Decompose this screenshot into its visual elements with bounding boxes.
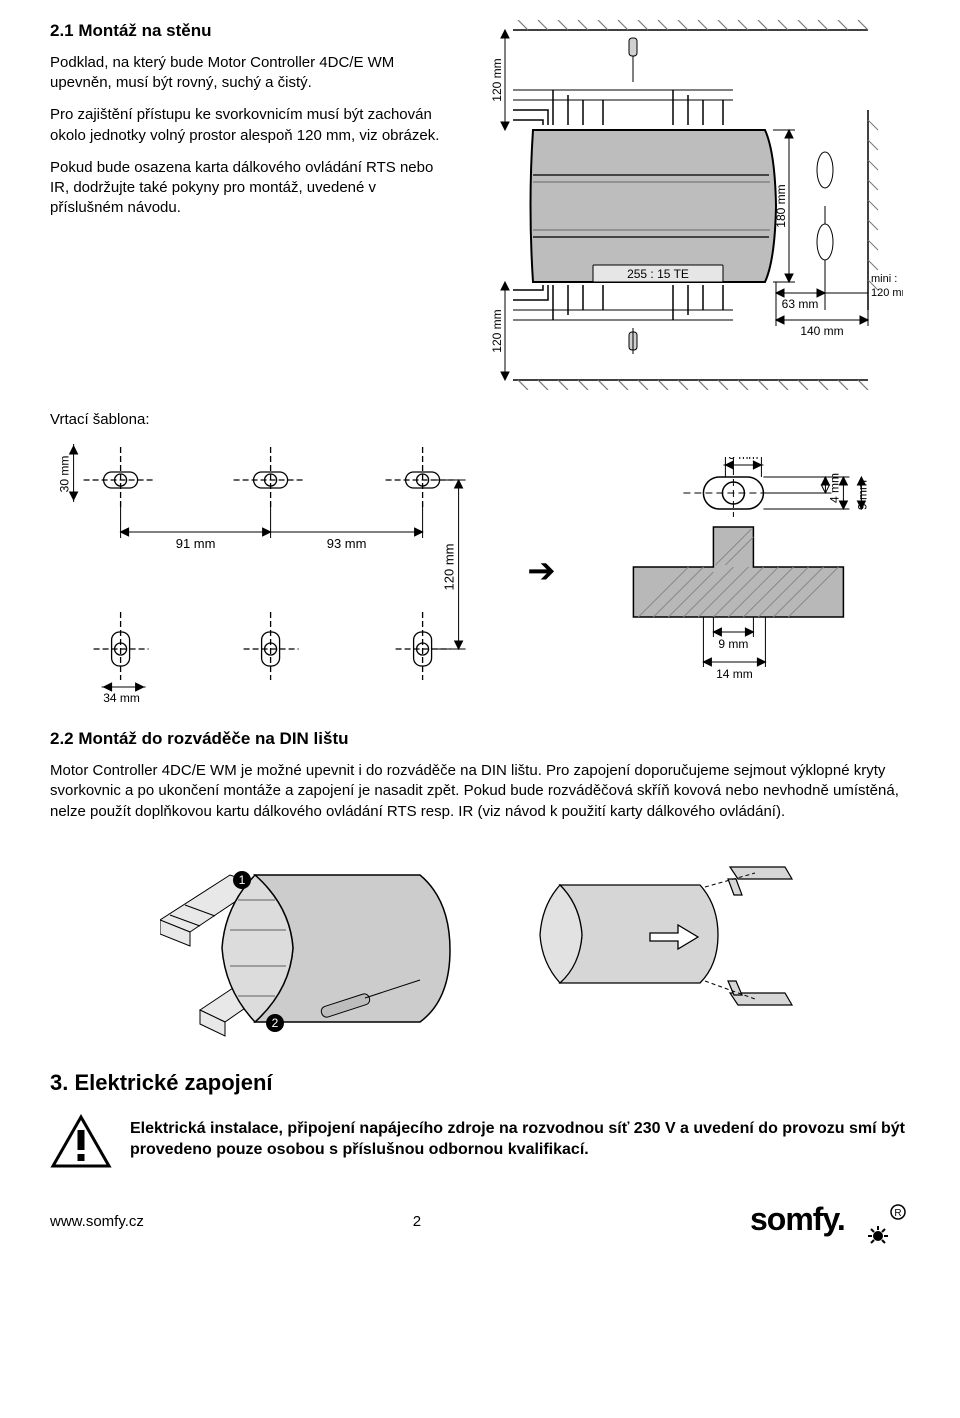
dim-4mm: 4 mm: [828, 473, 842, 503]
footer-page: 2: [84, 1212, 750, 1232]
dim-30mm: 30 mm: [58, 456, 72, 493]
somfy-logo: somfy. R: [750, 1200, 910, 1244]
template-label: Vrtací šablona:: [50, 410, 910, 430]
drill-template-main: 30 mm 91 mm 93 mm 120 mm: [50, 442, 497, 702]
dim-93: 93 mm: [327, 536, 367, 551]
dim-clearance-bottom: 120 mm: [490, 309, 504, 352]
section-2-1-p2: Pro zajištění přístupu ke svorkovnicím m…: [50, 105, 446, 146]
svg-text:somfy.: somfy.: [750, 1201, 845, 1237]
dim-14mm: 14 mm: [716, 667, 753, 681]
section-2-1-title: 2.1 Montáž na stěnu: [50, 20, 446, 43]
dim-63: 63 mm: [781, 297, 818, 311]
dim-34: 34 mm: [103, 691, 140, 702]
cover-removal-figure: [530, 855, 800, 1025]
marker-1: 1: [239, 873, 246, 887]
svg-text:R: R: [894, 1208, 901, 1219]
te-label: 255 : 15 TE: [627, 267, 689, 281]
din-rail-mount-figure: 1 2: [160, 840, 490, 1040]
marker-2: 2: [272, 1016, 279, 1030]
dim-height: 180 mm: [774, 184, 788, 227]
section-2-1-p1: Podklad, na který bude Motor Controller …: [50, 53, 446, 94]
arrow-right-icon: ➔: [527, 549, 567, 595]
dim-9mm-h: 9 mm: [719, 637, 749, 651]
section-3-warning: Elektrická instalace, připojení napájecí…: [130, 1114, 910, 1161]
drill-template-detail: 5 mm 4 mm 9 mm: [597, 457, 910, 687]
dim-140: 140 mm: [800, 324, 843, 338]
warning-icon: [50, 1114, 112, 1170]
dim-clearance-top: 120 mm: [490, 58, 504, 101]
section-2-2-title: 2.2 Montáž do rozváděče na DIN lištu: [50, 728, 910, 751]
section-3-title: 3. Elektrické zapojení: [50, 1068, 910, 1098]
dim-5mm: 5 mm: [729, 457, 759, 462]
wall-mount-figure: 255 : 15 TE 120 mm 120 mm: [473, 20, 903, 390]
dim-120-h: 120 mm: [442, 544, 457, 591]
mini-label: mini :: [871, 273, 897, 285]
mini-value: 120 mm: [871, 287, 903, 299]
section-2-1-p3: Pokud bude osazena karta dálkového ovlád…: [50, 158, 446, 219]
dim-91: 91 mm: [176, 536, 216, 551]
section-2-2-p1: Motor Controller 4DC/E WM je možné upevn…: [50, 761, 910, 822]
